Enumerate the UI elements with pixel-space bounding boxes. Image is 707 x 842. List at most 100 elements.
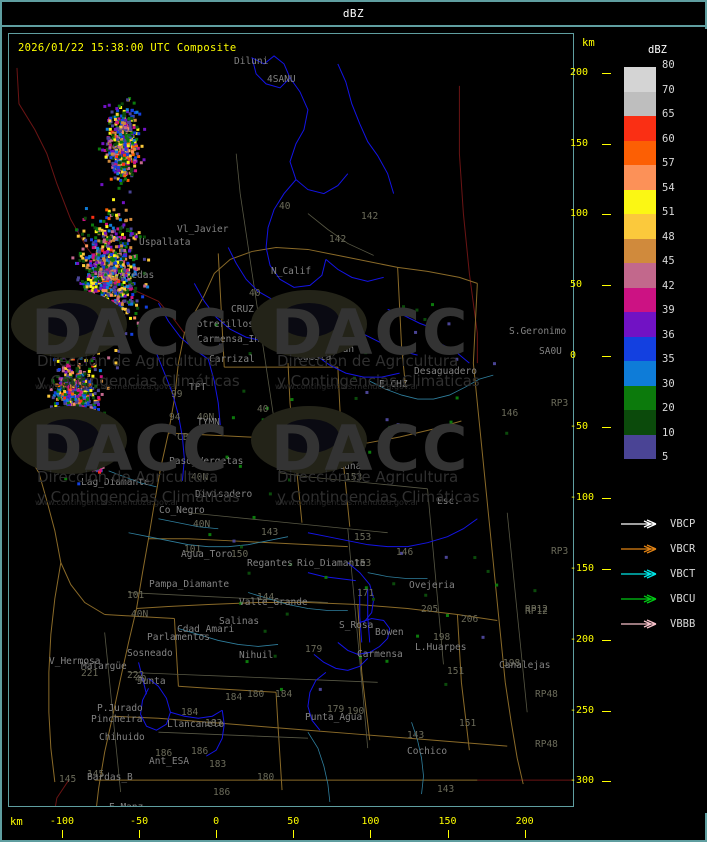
radar-echo-pixel xyxy=(115,306,119,310)
radar-echo-pixel xyxy=(329,425,333,429)
radar-echo-pixel xyxy=(125,133,129,137)
radar-echo-pixel xyxy=(312,409,316,413)
radar-echo-pixel xyxy=(64,373,68,377)
radar-echo-pixel xyxy=(81,232,85,236)
radar-echo-pixel xyxy=(77,363,81,367)
radar-echo-pixel xyxy=(119,272,123,276)
colorbar-swatch[interactable] xyxy=(624,263,656,288)
radar-echo-pixel xyxy=(133,266,137,270)
radar-echo-pixel xyxy=(431,303,434,307)
radar-echo-pixel xyxy=(109,308,113,312)
radar-echo-pixel xyxy=(121,159,125,163)
colorbar-level-label: 35 xyxy=(662,353,675,365)
radar-echo-pixel xyxy=(77,295,81,299)
colorbar-swatch[interactable] xyxy=(624,67,656,92)
radar-echo-pixel xyxy=(481,635,485,639)
radar-echo-pixel xyxy=(84,281,88,285)
colorbar-swatch[interactable] xyxy=(624,434,656,459)
radar-echo-pixel xyxy=(67,354,71,358)
radar-echo-pixel xyxy=(81,247,85,251)
colorbar-swatch[interactable] xyxy=(624,361,656,386)
y-axis-tick-label: 200 xyxy=(570,66,589,78)
radar-echo-pixel xyxy=(93,401,97,405)
city-label: P.Jurado xyxy=(97,703,143,714)
colorbar-swatch[interactable] xyxy=(624,336,656,361)
radar-echo-pixel xyxy=(76,262,80,266)
radar-echo-pixel xyxy=(130,109,134,113)
radar-echo-pixel xyxy=(60,378,64,382)
radar-echo-pixel xyxy=(102,275,106,279)
radar-echo-pixel xyxy=(112,198,116,202)
colorbar-swatch[interactable] xyxy=(624,287,656,312)
radar-echo-pixel xyxy=(112,254,116,258)
radar-echo-pixel xyxy=(137,324,141,328)
city-label: Canalejas xyxy=(499,660,551,671)
vector-legend-row: VBBB xyxy=(620,611,707,636)
colorbar-level-label: 30 xyxy=(662,377,675,390)
radar-echo-pixel xyxy=(105,142,109,146)
radar-echo-pixel xyxy=(55,383,59,387)
radar-echo-pixel xyxy=(91,223,94,227)
colorbar-swatch[interactable] xyxy=(624,165,656,190)
y-axis-tick-mark xyxy=(602,639,611,641)
radar-echo-pixel xyxy=(59,439,63,443)
colorbar-swatch[interactable] xyxy=(624,385,656,410)
colorbar-swatch[interactable] xyxy=(624,238,656,263)
radar-echo-pixel xyxy=(101,245,105,249)
radar-echo-pixel xyxy=(137,267,141,271)
x-axis-tick-mark xyxy=(216,830,218,838)
radar-echo-pixel xyxy=(93,364,97,368)
radar-echo-pixel xyxy=(114,264,118,268)
y-axis-tick-mark xyxy=(602,781,611,783)
radar-echo-pixel xyxy=(371,597,375,601)
colorbar-swatch[interactable] xyxy=(624,214,656,239)
radar-echo-pixel xyxy=(55,397,59,401)
radar-echo-pixel xyxy=(130,116,134,120)
colorbar-swatch[interactable] xyxy=(624,189,656,214)
radar-echo-pixel xyxy=(124,148,128,152)
radar-echo-pixel xyxy=(80,462,84,466)
radar-echo-pixel xyxy=(392,582,396,586)
colorbar-title: dBZ xyxy=(648,44,667,56)
radar-map-area[interactable]: DACC DACC DACC DACC Dirección de Agricultura… xyxy=(8,33,574,807)
route-number-label: 179 xyxy=(327,704,345,715)
radar-echo-pixel xyxy=(111,299,115,303)
colorbar-swatch[interactable] xyxy=(624,312,656,337)
radar-echo-pixel xyxy=(98,254,102,258)
radar-echo-pixel xyxy=(98,227,102,231)
colorbar-swatch[interactable] xyxy=(624,140,656,165)
radar-echo-pixel xyxy=(130,296,134,300)
radar-echo-pixel xyxy=(219,343,223,347)
radar-echo-pixel xyxy=(122,156,126,160)
radar-echo-pixel xyxy=(67,449,71,453)
radar-echo-pixel xyxy=(119,147,123,151)
radar-echo-pixel xyxy=(75,400,79,404)
city-label: Pampa_Diamante xyxy=(149,579,230,590)
colorbar-swatch[interactable] xyxy=(624,116,656,141)
colorbar-swatch[interactable] xyxy=(624,91,656,116)
radar-echo-pixel xyxy=(83,401,87,405)
radar-echo-pixel xyxy=(83,300,87,304)
radar-echo-pixel xyxy=(129,169,133,173)
radar-echo-pixel xyxy=(358,655,362,659)
vector-legend: VBCP VBCR VBCT VBCU VBBB xyxy=(620,511,707,636)
radar-echo-pixel xyxy=(63,396,67,400)
radar-echo-pixel xyxy=(68,452,72,456)
radar-echo-pixel xyxy=(79,458,83,462)
radar-echo-pixel xyxy=(94,271,98,275)
radar-echo-pixel xyxy=(112,229,116,233)
radar-echo-pixel xyxy=(214,323,218,327)
radar-echo-pixel xyxy=(124,165,128,169)
radar-echo-pixel xyxy=(113,281,117,285)
radar-echo-pixel xyxy=(104,222,108,226)
route-number-label: 153 xyxy=(354,532,372,543)
city-label: S.Geronimo xyxy=(509,326,567,337)
radar-echo-pixel xyxy=(72,389,76,393)
radar-echo-pixel xyxy=(88,325,92,329)
radar-echo-pixel xyxy=(117,349,121,353)
colorbar-swatch[interactable] xyxy=(624,410,656,435)
colorbar-swatch-stack[interactable] xyxy=(624,67,656,459)
radar-echo-pixel xyxy=(86,308,90,312)
radar-echo-pixel xyxy=(86,391,90,395)
y-axis-tick-label: -50 xyxy=(570,421,589,433)
